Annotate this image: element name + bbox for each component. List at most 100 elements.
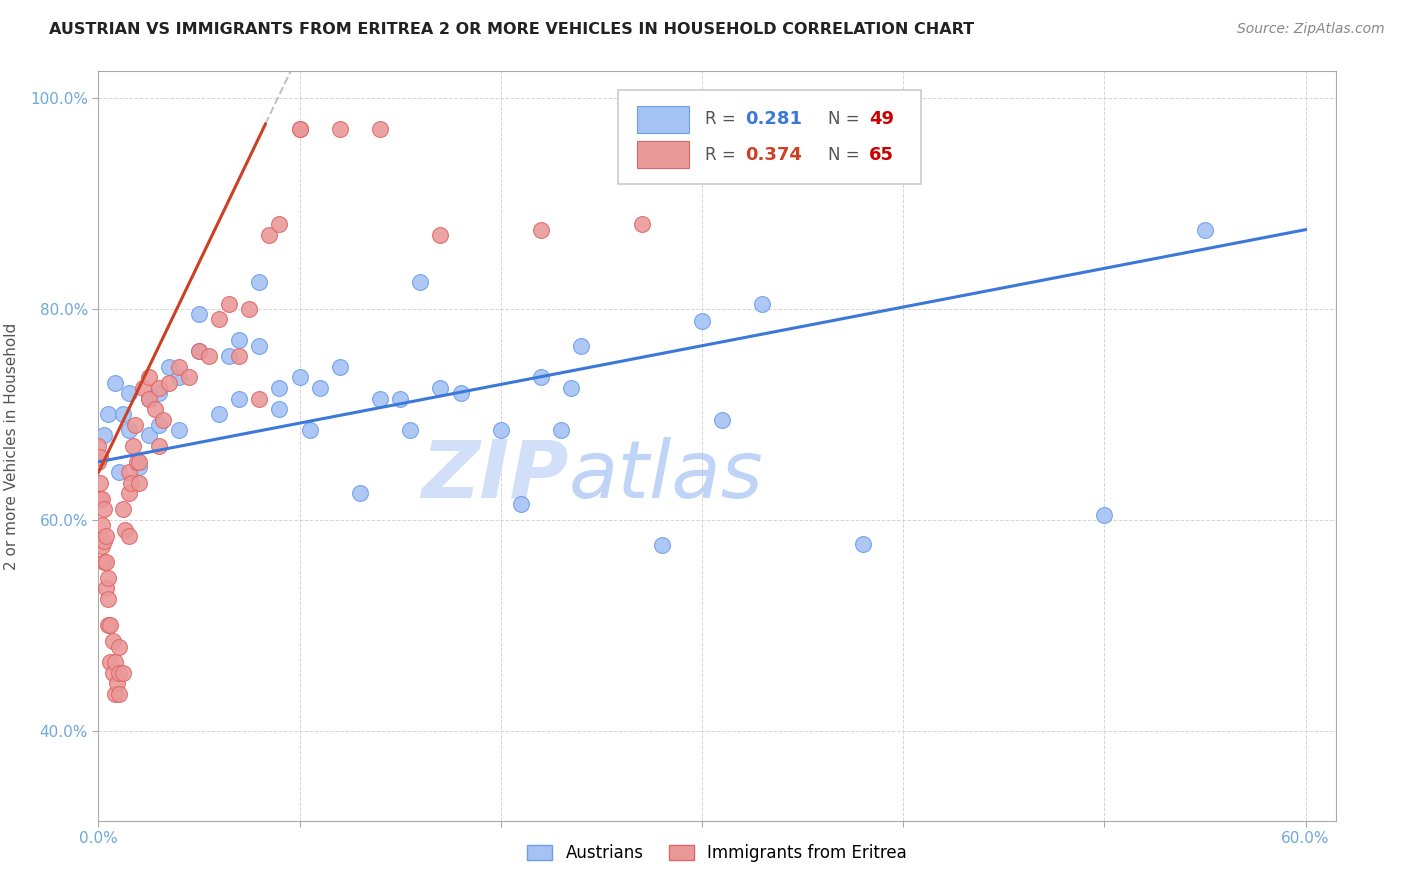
Legend: Austrians, Immigrants from Eritrea: Austrians, Immigrants from Eritrea [520,838,914,869]
Text: 49: 49 [869,111,894,128]
Immigrants from Eritrea [117,466,139,480]
Text: ZIP: ZIP [422,437,568,515]
Immigrants from Eritrea [87,439,110,453]
Austrians [751,296,773,310]
Immigrants from Eritrea [93,502,115,516]
Immigrants from Eritrea [117,529,139,543]
Austrians [111,408,134,422]
Immigrants from Eritrea [138,370,160,384]
Immigrants from Eritrea [429,227,451,242]
Immigrants from Eritrea [121,439,143,453]
Immigrants from Eritrea [177,370,200,384]
Austrians [188,307,211,321]
Austrians [167,423,190,437]
Immigrants from Eritrea [143,402,166,417]
Text: N =: N = [828,111,860,128]
FancyBboxPatch shape [637,106,689,133]
Austrians [208,408,231,422]
Immigrants from Eritrea [89,450,111,464]
Austrians [228,392,250,406]
Austrians [128,460,150,475]
Austrians [409,276,432,290]
Austrians [247,276,270,290]
Immigrants from Eritrea [329,122,352,136]
Austrians [509,497,531,511]
Austrians [349,486,371,500]
Immigrants from Eritrea [91,539,114,553]
Immigrants from Eritrea [530,222,553,236]
Immigrants from Eritrea [128,455,150,469]
Austrians [93,428,115,442]
Immigrants from Eritrea [100,618,122,632]
Text: atlas: atlas [568,437,763,515]
Immigrants from Eritrea [238,301,260,316]
Immigrants from Eritrea [228,349,250,363]
Austrians [690,314,713,328]
Austrians [530,370,553,384]
Immigrants from Eritrea [125,455,148,469]
Austrians [651,538,673,552]
Immigrants from Eritrea [91,491,114,506]
Immigrants from Eritrea [288,122,311,136]
Austrians [103,376,125,390]
Austrians [138,392,160,406]
Immigrants from Eritrea [152,412,174,426]
Text: Source: ZipAtlas.com: Source: ZipAtlas.com [1237,22,1385,37]
Immigrants from Eritrea [107,687,129,701]
Immigrants from Eritrea [120,475,142,490]
Austrians [711,412,734,426]
Austrians [188,344,211,359]
Austrians [489,423,512,437]
Immigrants from Eritrea [97,592,120,607]
Immigrants from Eritrea [247,392,270,406]
Austrians [269,402,291,417]
Austrians [117,386,139,401]
Austrians [1194,222,1216,236]
Immigrants from Eritrea [101,634,124,648]
Immigrants from Eritrea [218,296,240,310]
Immigrants from Eritrea [167,359,190,374]
FancyBboxPatch shape [619,90,921,184]
Immigrants from Eritrea [630,218,652,232]
Austrians [429,381,451,395]
Austrians [97,408,120,422]
FancyBboxPatch shape [637,141,689,168]
Austrians [368,392,391,406]
Immigrants from Eritrea [97,618,120,632]
Immigrants from Eritrea [269,218,291,232]
Text: 0.281: 0.281 [745,111,803,128]
Austrians [1092,508,1115,522]
Immigrants from Eritrea [107,640,129,654]
Immigrants from Eritrea [97,571,120,585]
Immigrants from Eritrea [96,582,118,596]
Text: N =: N = [828,145,860,163]
Austrians [148,417,170,432]
Immigrants from Eritrea [368,122,391,136]
Text: 0.374: 0.374 [745,145,803,163]
Immigrants from Eritrea [138,392,160,406]
Immigrants from Eritrea [100,656,122,670]
Immigrants from Eritrea [288,122,311,136]
Immigrants from Eritrea [124,417,146,432]
Immigrants from Eritrea [259,227,281,242]
Immigrants from Eritrea [96,529,118,543]
Austrians [569,339,592,353]
Austrians [550,423,572,437]
Immigrants from Eritrea [93,533,115,548]
Austrians [852,537,875,551]
Y-axis label: 2 or more Vehicles in Household: 2 or more Vehicles in Household [4,322,18,570]
Austrians [399,423,422,437]
Immigrants from Eritrea [198,349,221,363]
Austrians [148,386,170,401]
Austrians [298,423,321,437]
Immigrants from Eritrea [103,687,125,701]
Immigrants from Eritrea [89,491,111,506]
Austrians [228,334,250,348]
Immigrants from Eritrea [208,312,231,326]
Immigrants from Eritrea [105,676,128,690]
Austrians [167,370,190,384]
Immigrants from Eritrea [111,665,134,680]
Austrians [288,370,311,384]
Austrians [117,423,139,437]
Text: AUSTRIAN VS IMMIGRANTS FROM ERITREA 2 OR MORE VEHICLES IN HOUSEHOLD CORRELATION : AUSTRIAN VS IMMIGRANTS FROM ERITREA 2 OR… [49,22,974,37]
